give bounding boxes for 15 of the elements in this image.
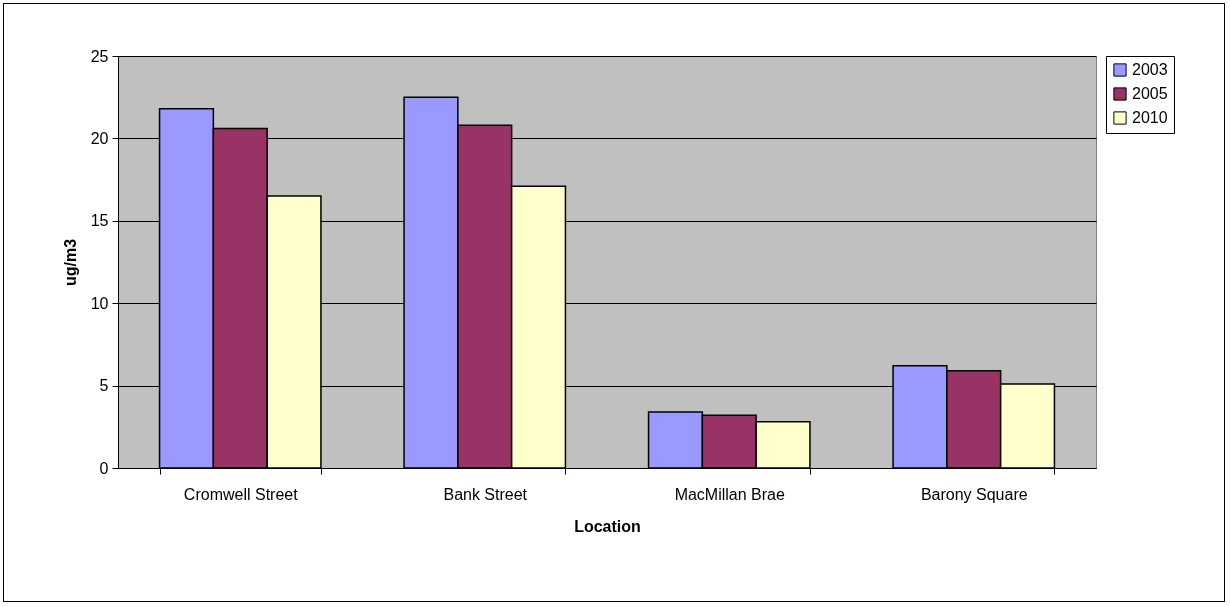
x-tick-label: Cromwell Street: [183, 485, 299, 503]
legend-label: 2003: [1132, 61, 1168, 78]
y-tick-label: 25: [90, 47, 109, 65]
x-tick-label: MacMillan Brae: [674, 485, 785, 503]
legend-label: 2010: [1132, 109, 1168, 126]
y-tick-label: 15: [90, 212, 109, 230]
y-tick-label: 5: [99, 377, 109, 395]
x-tick-label: Bank Street: [443, 485, 528, 503]
y-tick-label: 0: [99, 459, 109, 477]
y-tick-label: 10: [90, 294, 109, 312]
legend-label: 2005: [1132, 85, 1168, 102]
y-axis-title: ug/m3: [61, 238, 79, 287]
x-axis-title: Location: [574, 517, 641, 535]
y-tick-label: 20: [90, 129, 109, 147]
x-tick-label: Barony Square: [920, 485, 1028, 503]
